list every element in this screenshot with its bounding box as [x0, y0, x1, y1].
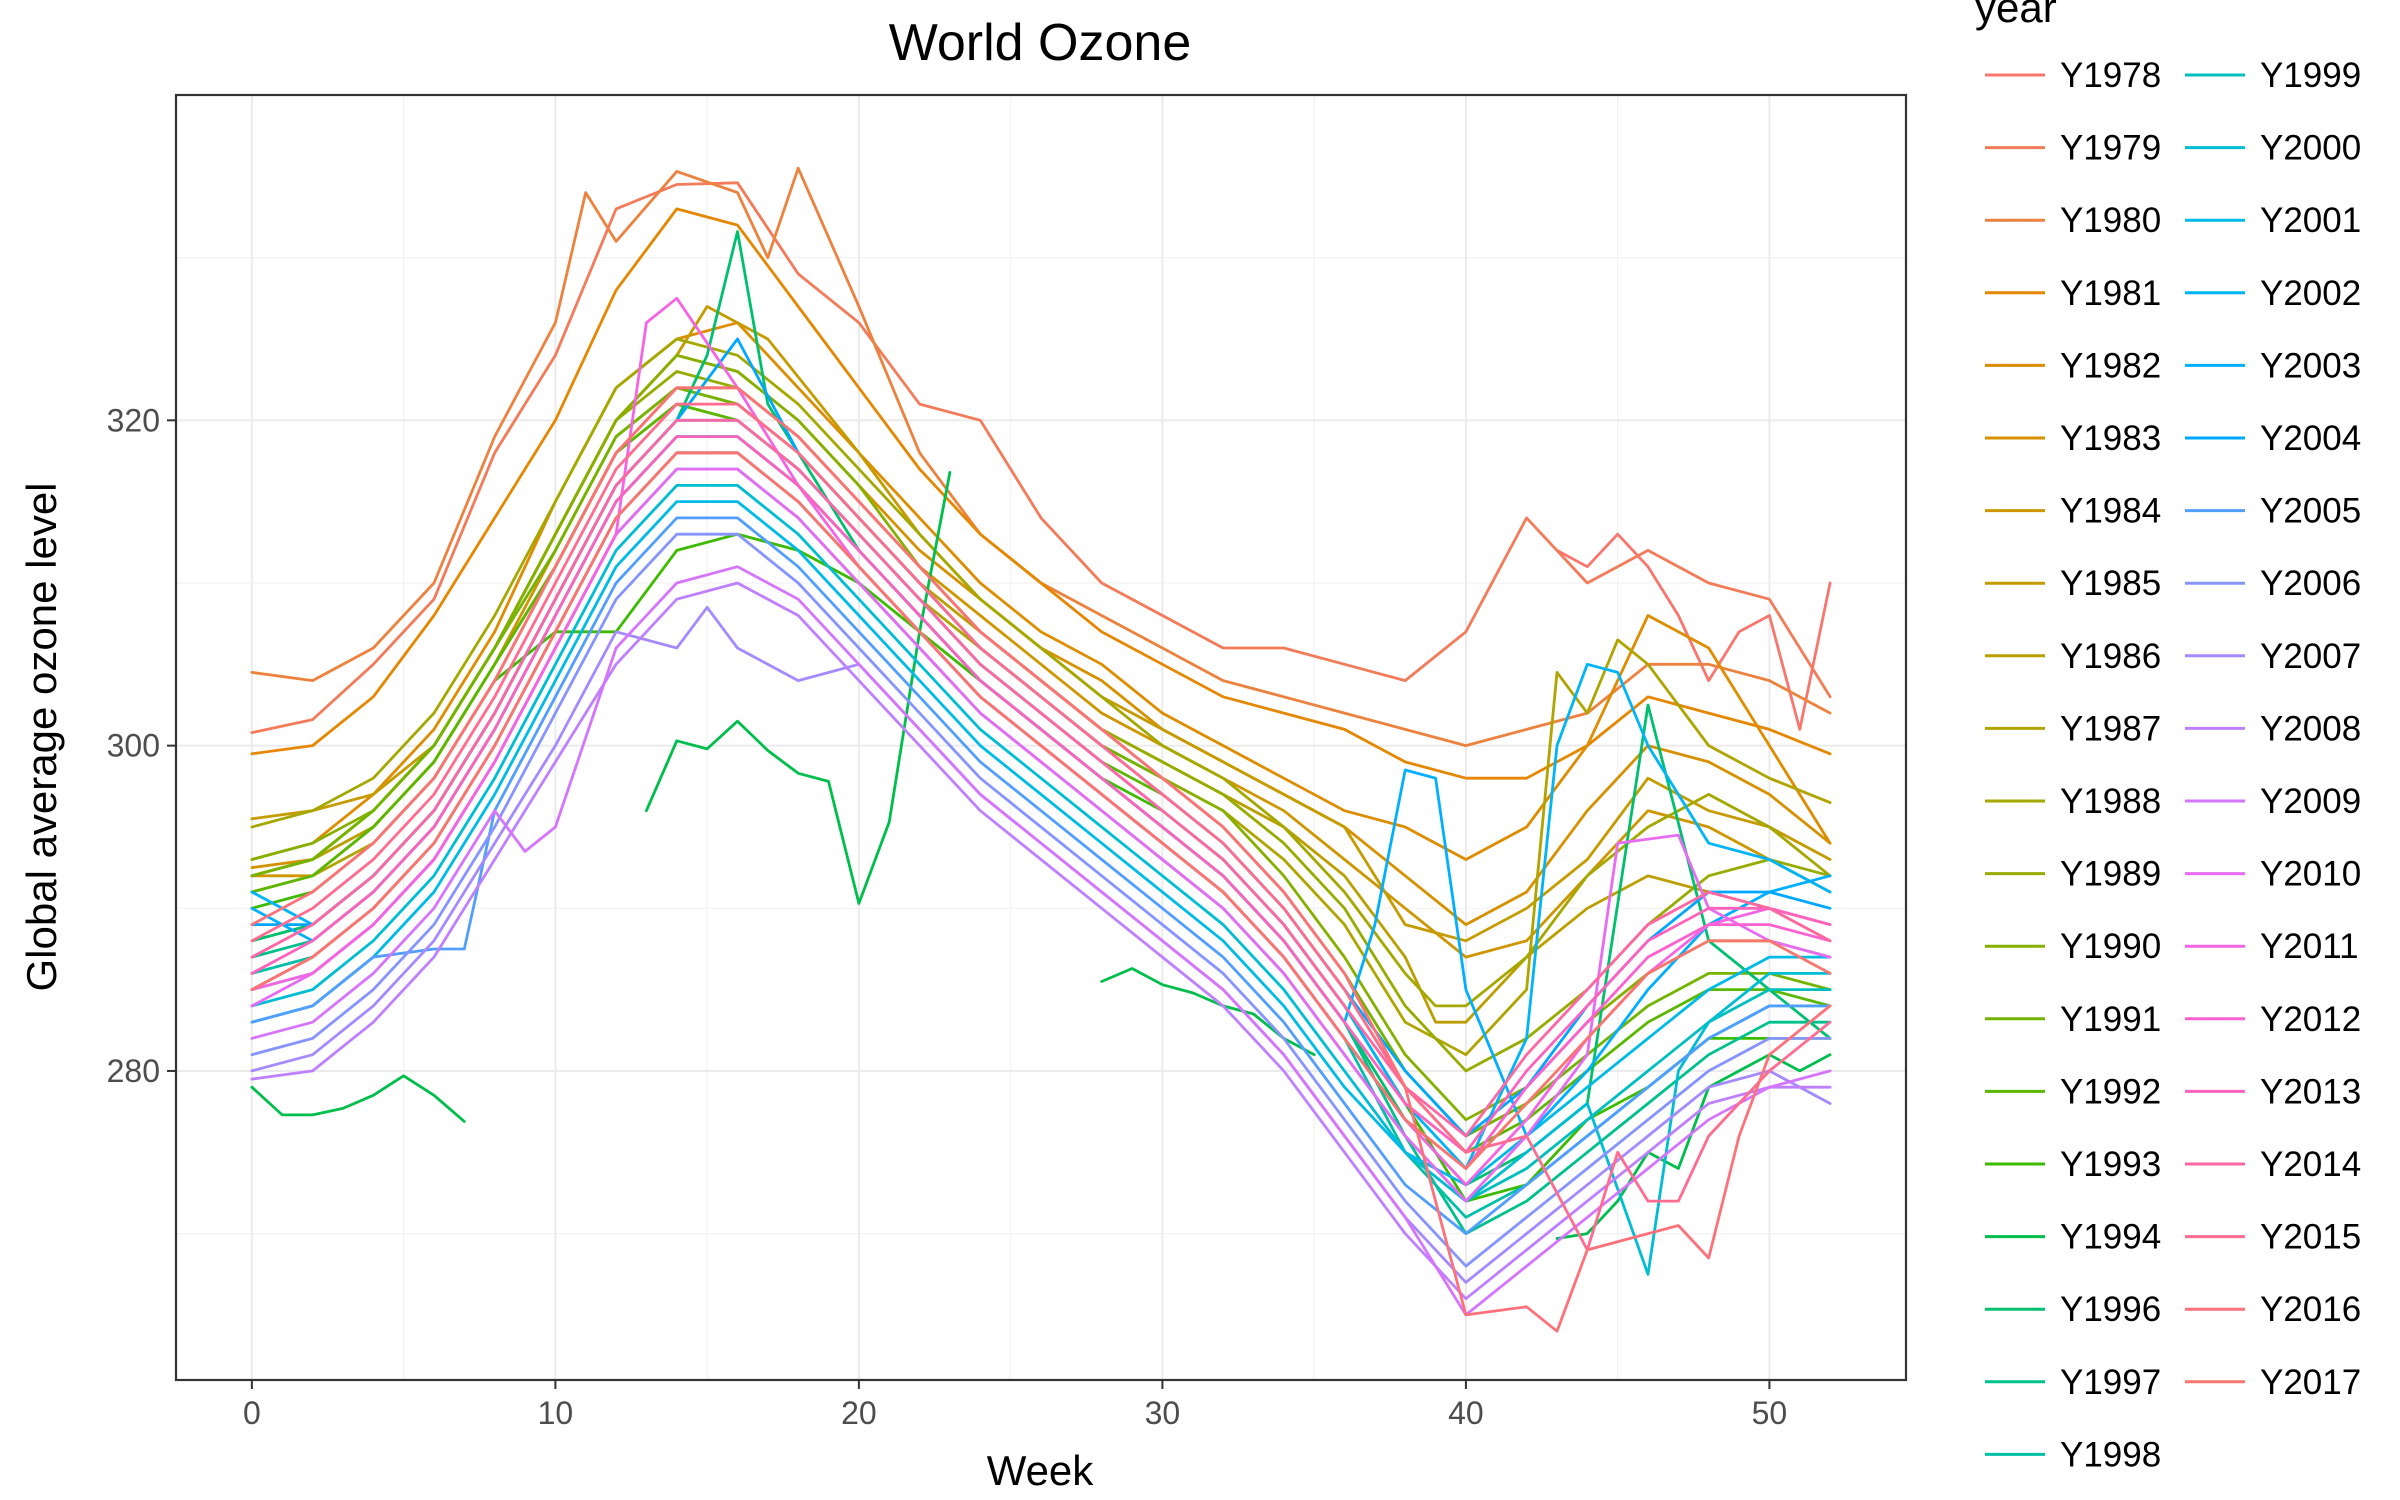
legend: year Y1978 Y1979 Y1980 Y1981 Y1982 Y1983 Y1984… — [1975, 0, 2361, 1474]
plot-border — [174, 93, 1908, 1382]
series-line-Y2013 — [250, 435, 1832, 1154]
legend-label-Y2008: Y2008 — [2260, 709, 2361, 748]
legend-label-Y1981: Y1981 — [2060, 274, 2161, 313]
y-tick-label: 300 — [107, 728, 160, 764]
x-axis-label: Week — [987, 1447, 1095, 1494]
legend-label-Y1992: Y1992 — [2060, 1072, 2161, 1111]
series-line-Y2001 — [250, 500, 1832, 1187]
legend-label-Y1991: Y1991 — [2060, 1000, 2161, 1039]
legend-label-Y2015: Y2015 — [2260, 1218, 2361, 1257]
legend-label-Y1986: Y1986 — [2060, 637, 2161, 676]
series-line-Y2009 — [250, 565, 1832, 1317]
legend-label-Y1984: Y1984 — [2060, 492, 2161, 531]
legend-label-Y2009: Y2009 — [2260, 782, 2361, 821]
legend-label-Y1996: Y1996 — [2060, 1290, 2161, 1329]
series-line-Y2006 — [250, 532, 1832, 1268]
series-line-Y1988 — [250, 337, 1832, 1008]
series-line-Y2016 — [250, 386, 1832, 1333]
legend-label-Y1993: Y1993 — [2060, 1145, 2161, 1184]
plot-background — [176, 95, 1906, 1380]
legend-label-Y1988: Y1988 — [2060, 782, 2161, 821]
legend-label-Y2014: Y2014 — [2260, 1145, 2361, 1184]
y-tick-label: 280 — [107, 1053, 160, 1089]
legend-label-Y1989: Y1989 — [2060, 855, 2161, 894]
series-line-Y2005 — [250, 516, 1832, 1235]
series-line-Y2000 — [250, 484, 1832, 1276]
series-line-Y1994 — [250, 471, 1832, 1240]
legend-label-Y1987: Y1987 — [2060, 709, 2161, 748]
x-tick-label: 0 — [243, 1395, 261, 1431]
y-tick-label: 320 — [107, 402, 160, 438]
x-tick-label: 40 — [1448, 1395, 1484, 1431]
legend-title: year — [1975, 0, 2057, 31]
legend-label-Y1985: Y1985 — [2060, 564, 2161, 603]
legend-label-Y2002: Y2002 — [2260, 274, 2361, 313]
legend-label-Y1983: Y1983 — [2060, 419, 2161, 458]
series-line-Y2008 — [250, 581, 1832, 1301]
x-tick-label: 30 — [1145, 1395, 1181, 1431]
series-line-Y2014 — [250, 418, 1832, 1138]
series-line-Y1978 — [1555, 532, 1832, 731]
legend-label-Y2016: Y2016 — [2260, 1290, 2361, 1329]
y-axis: 280 300 320 — [107, 402, 176, 1089]
legend-label-Y2012: Y2012 — [2260, 1000, 2361, 1039]
legend-label-Y1994: Y1994 — [2060, 1218, 2161, 1257]
legend-label-Y1982: Y1982 — [2060, 346, 2161, 385]
x-tick-label: 20 — [841, 1395, 877, 1431]
series-line-Y1982 — [250, 321, 1832, 861]
legend-label-Y1980: Y1980 — [2060, 201, 2161, 240]
x-tick-label: 50 — [1752, 1395, 1788, 1431]
legend-label-Y2005: Y2005 — [2260, 492, 2361, 531]
legend-label-Y1978: Y1978 — [2060, 56, 2161, 95]
legend-label-Y1979: Y1979 — [2060, 129, 2161, 168]
series-layer — [250, 166, 1832, 1333]
series-line-Y2015 — [250, 402, 1832, 1252]
legend-label-Y2007: Y2007 — [2260, 637, 2361, 676]
chart-title: World Ozone — [889, 14, 1192, 72]
y-axis-label: Global average ozone level — [18, 482, 65, 991]
legend-label-Y2004: Y2004 — [2260, 419, 2361, 458]
legend-label-Y1997: Y1997 — [2060, 1363, 2161, 1402]
legend-label-Y2010: Y2010 — [2260, 855, 2361, 894]
legend-label-Y2003: Y2003 — [2260, 346, 2361, 385]
series-line-Y1984 — [250, 386, 1832, 959]
x-axis: 0 10 20 30 40 50 — [243, 1380, 1787, 1431]
x-tick-label: 10 — [538, 1395, 574, 1431]
series-line-Y1979 — [250, 181, 1832, 734]
series-line-Y2017 — [250, 451, 1832, 1170]
legend-label-Y1998: Y1998 — [2060, 1435, 2161, 1474]
legend-label-Y2017: Y2017 — [2260, 1363, 2361, 1402]
legend-label-Y1990: Y1990 — [2060, 927, 2161, 966]
legend-label-Y2000: Y2000 — [2260, 129, 2361, 168]
legend-label-Y2001: Y2001 — [2260, 201, 2361, 240]
legend-label-Y2006: Y2006 — [2260, 564, 2361, 603]
series-line-Y1981 — [250, 207, 1832, 780]
legend-label-Y2013: Y2013 — [2260, 1072, 2361, 1111]
legend-label-Y2011: Y2011 — [2260, 927, 2359, 966]
legend-label-Y1999: Y1999 — [2260, 56, 2361, 95]
